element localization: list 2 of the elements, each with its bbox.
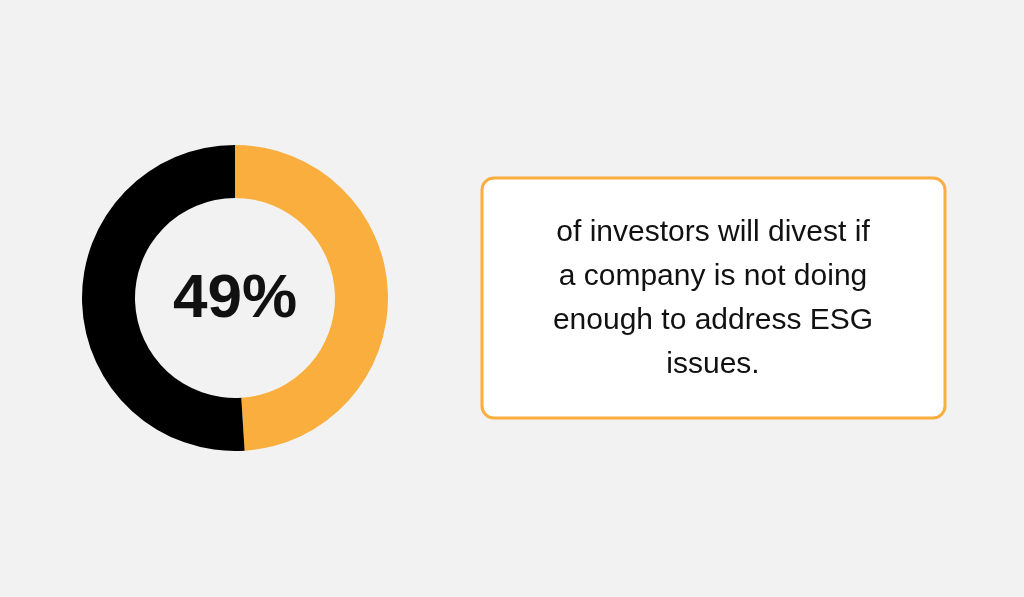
data-label: 49%	[172, 261, 298, 330]
text: of investors will divest if a company is not doing enough to address ESG issues.	[552, 214, 874, 379]
